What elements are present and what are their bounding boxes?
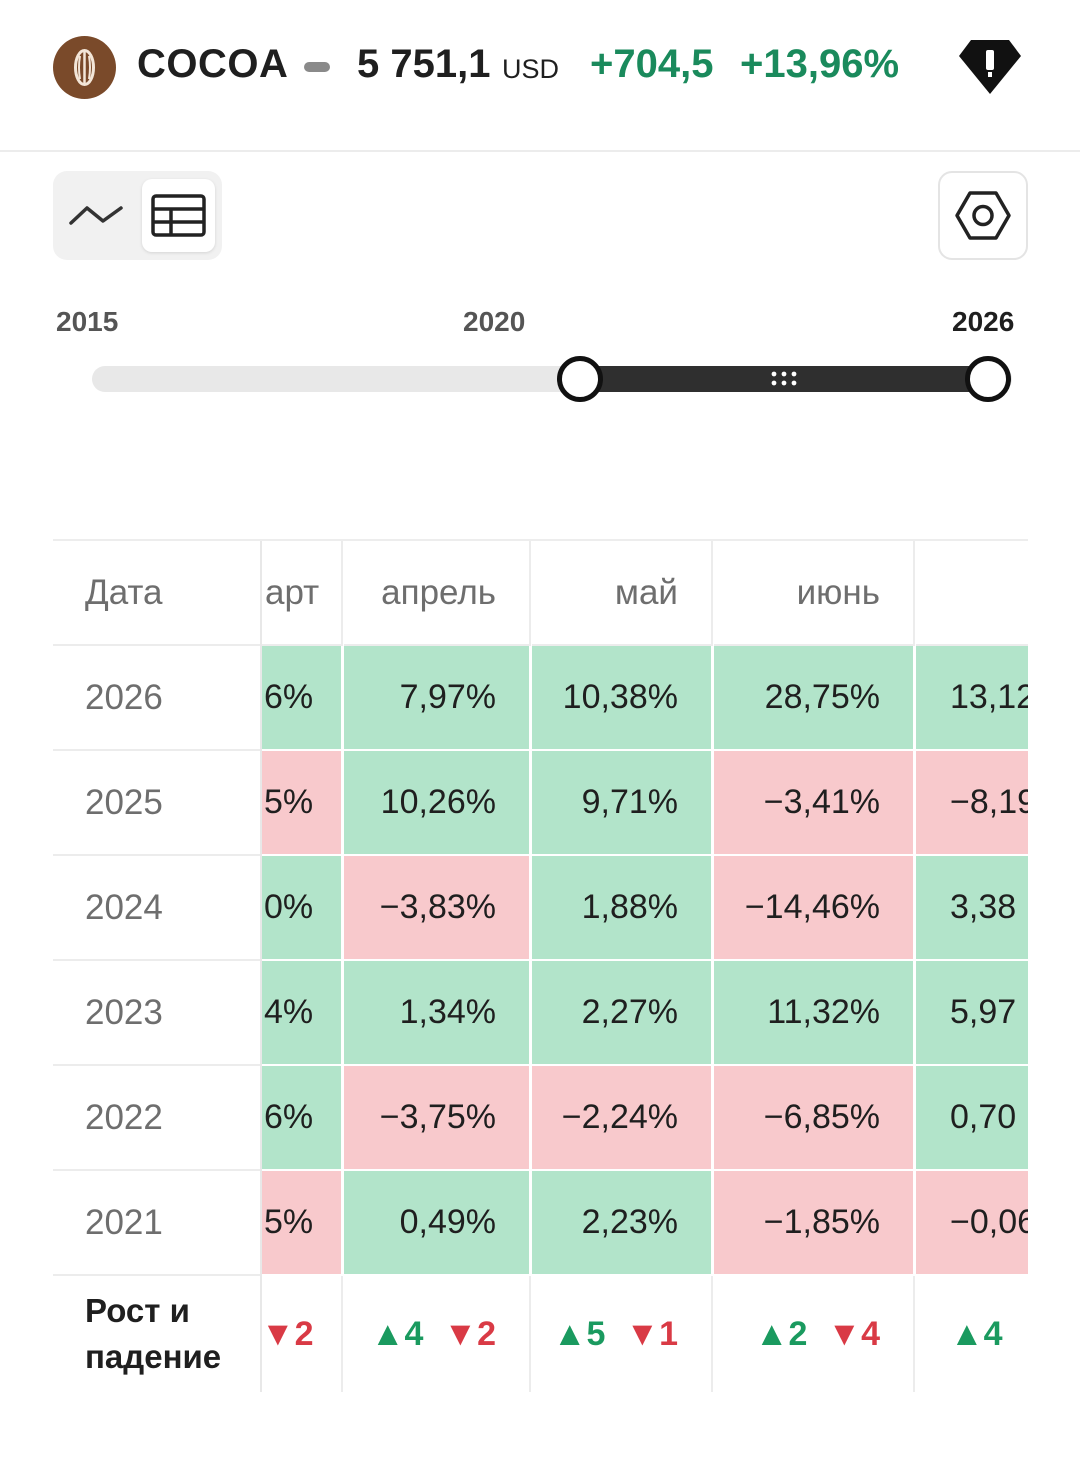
table-cell: 2,23% [532,1171,713,1276]
table-cell: −3,83% [344,856,531,961]
range-end-handle[interactable] [965,356,1011,402]
column-header[interactable]: май [532,541,713,646]
slider-label-end: 2026 [952,306,1015,337]
price-change-percent: +13,96% [740,42,900,86]
summary-down-count: ▼ [1023,1315,1028,1354]
date-header: Дата [53,541,260,646]
table-cell: 10,38% [532,646,713,751]
table-cell: 7,97% [344,646,531,751]
row-year: 2024 [53,856,260,961]
settings-button[interactable] [938,171,1028,260]
price-currency: USD [502,54,560,84]
range-start-handle[interactable] [557,356,603,402]
table-cell: 1,34% [344,961,531,1066]
instrument-header: COCOA 5 751,1 USD +704,5 +13,96% [0,0,1080,152]
summary-down-count: ▼4 [827,1314,880,1353]
table-cell: 9,71% [532,751,713,856]
date-column: Дата 2026 2025 2024 2023 2022 2021 Рост … [53,541,262,1392]
summary-cell: ▼2 [183,1276,343,1392]
summary-up-count: ▲4 [370,1314,424,1353]
summary-label-line2: падение [85,1338,222,1375]
row-year: 2022 [53,1066,260,1171]
summary-down-count: ▼2 [443,1314,496,1353]
summary-cell: ▲4 ▼ [916,1276,1028,1392]
table-cell: 3,38 [916,856,1028,961]
summary-cell: ▲2 ▼4 [714,1276,915,1392]
table-cell: 28,75% [714,646,915,751]
year-range-selected[interactable] [580,366,988,392]
table-cell: 13,12 [916,646,1028,751]
column-header[interactable]: арт [183,541,343,646]
table-cell: −8,19 [916,751,1028,856]
summary-down-count: ▼1 [625,1314,678,1353]
summary-label-line1: Рост и [85,1292,190,1329]
summary-cell: ▲5 ▼1 [532,1276,713,1392]
table-cell: −14,46% [714,856,915,961]
table-cell: 2,27% [532,961,713,1066]
slider-label-start: 2015 [56,306,119,337]
table-cell: 11,32% [714,961,915,1066]
table-cell: −3,41% [714,751,915,856]
slider-label-mid: 2020 [463,306,526,337]
table-cell: 1,88% [532,856,713,961]
settings-hexagon-icon [955,191,1011,240]
table-cell: −6,85% [714,1066,915,1171]
table-cell: 0,70 [916,1066,1028,1171]
current-price: 5 751,1 [357,42,491,86]
ticker-name: COCOA [137,42,289,86]
summary-cell: ▲4 ▼2 [344,1276,531,1392]
summary-up-count: ▲2 [754,1314,808,1353]
summary-up-count: ▲5 [552,1314,606,1353]
table-cell: 0,49% [344,1171,531,1276]
view-toggle [53,171,222,260]
cocoa-pod-icon [53,36,116,99]
summary-up-count: ▲4 [950,1314,1003,1353]
table-cell: −2,24% [532,1066,713,1171]
table-cell: 5,97 [916,961,1028,1066]
table-icon[interactable] [142,179,215,252]
table-cell: −3,75% [344,1066,531,1171]
summary-down-count: ▼2 [261,1314,314,1353]
row-year: 2026 [53,646,260,751]
row-year: 2025 [53,751,260,856]
price-change-absolute: +704,5 [590,42,714,86]
line-chart-icon[interactable] [65,181,133,250]
table-cell: −0,06 [916,1171,1028,1276]
seasonality-table: артапрельмайиюньию6%7,97%10,38%28,75%13,… [53,539,1028,1392]
drag-grip-icon[interactable] [770,370,800,388]
row-year: 2023 [53,961,260,1066]
column-header[interactable]: июнь [714,541,915,646]
separator-dash [304,62,330,72]
table-cell: −1,85% [714,1171,915,1276]
column-header[interactable]: апрель [344,541,531,646]
alert-diamond-icon[interactable] [957,38,1023,96]
summary-label: Рост и падение [53,1276,260,1392]
table-cell: 10,26% [344,751,531,856]
column-header[interactable]: ию [916,541,1028,646]
row-year: 2021 [53,1171,260,1276]
